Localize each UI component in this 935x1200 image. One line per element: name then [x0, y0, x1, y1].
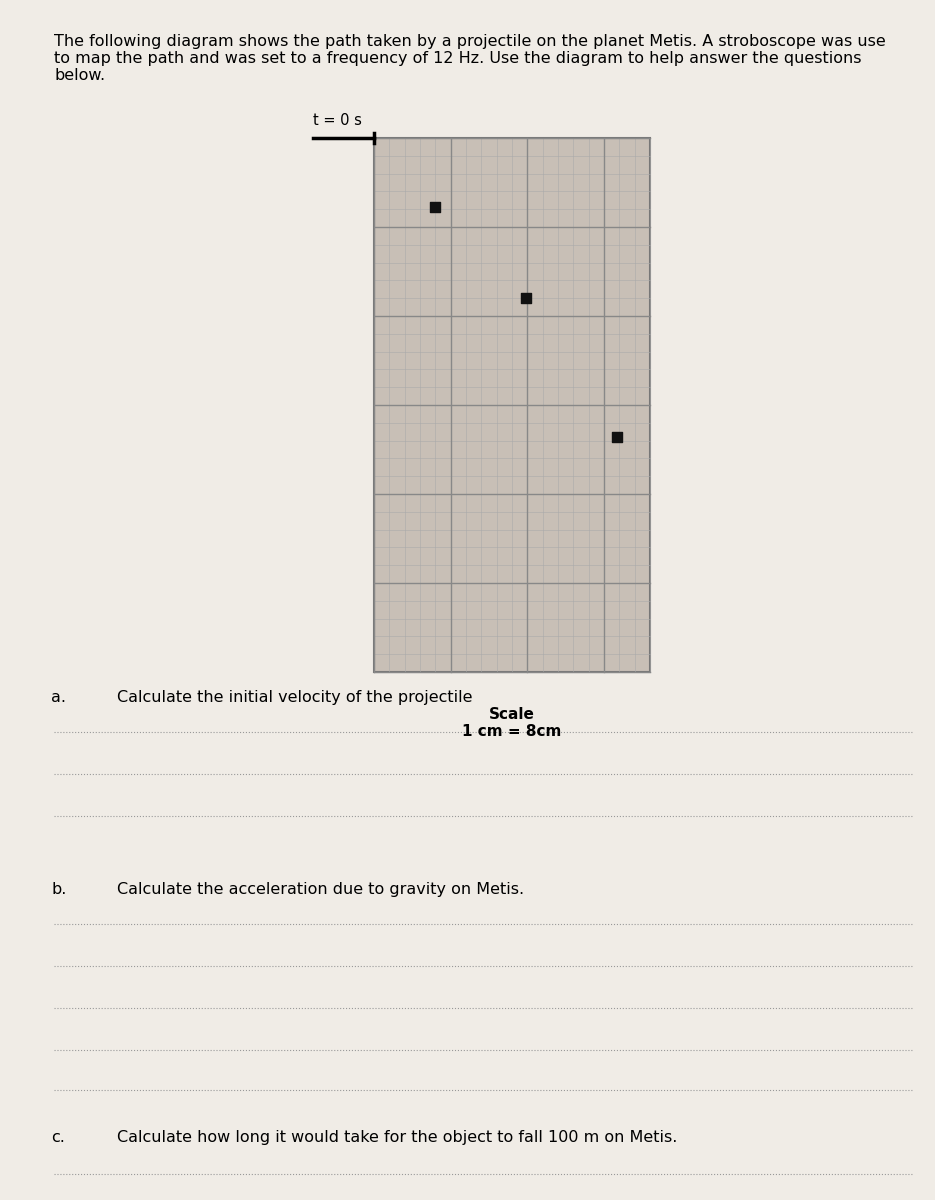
Text: Calculate how long it would take for the object to fall 100 m on Metis.: Calculate how long it would take for the…	[117, 1130, 677, 1145]
Point	[518, 288, 533, 307]
Text: c.: c.	[51, 1130, 65, 1145]
Text: t = 0 s: t = 0 s	[313, 114, 362, 128]
Text: The following diagram shows the path taken by a projectile on the planet Metis. : The following diagram shows the path tak…	[54, 34, 886, 84]
Text: b.: b.	[51, 882, 66, 898]
Bar	[374, 138, 650, 672]
Text: Calculate the initial velocity of the projectile: Calculate the initial velocity of the pr…	[117, 690, 472, 704]
Text: Calculate the acceleration due to gravity on Metis.: Calculate the acceleration due to gravit…	[117, 882, 524, 898]
Text: a.: a.	[51, 690, 66, 704]
Point	[427, 198, 442, 217]
Text: Scale
1 cm = 8cm: Scale 1 cm = 8cm	[462, 707, 562, 739]
Point	[610, 427, 625, 446]
